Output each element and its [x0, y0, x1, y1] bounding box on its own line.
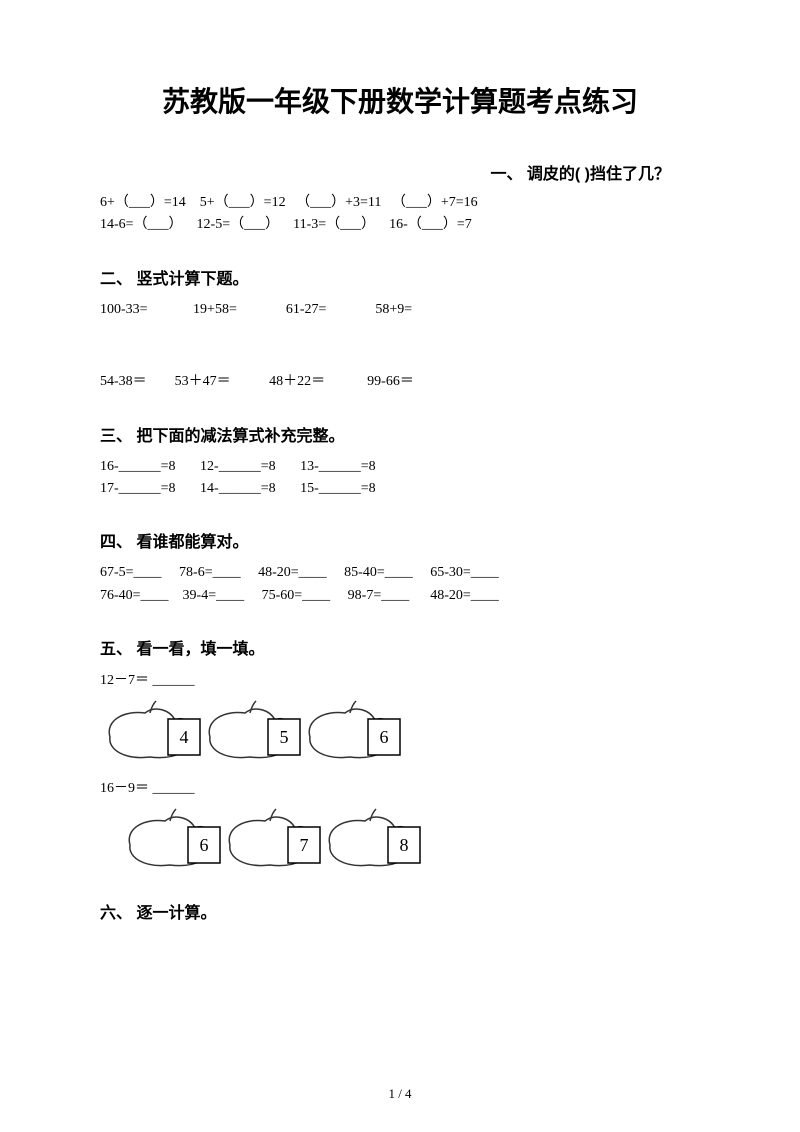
section-5-heading: 五、 看一看，填一填。: [100, 635, 700, 659]
section-4-heading: 四、 看谁都能算对。: [100, 528, 700, 552]
apple-1-val-2: 5: [280, 727, 289, 747]
page-number: 1 / 4: [0, 1086, 800, 1102]
section-5-q1: 12－7＝ ______: [100, 669, 700, 689]
apple-2-val-3: 8: [400, 835, 409, 855]
section-1-heading: 一、 调皮的( )挡住了几？: [100, 160, 700, 184]
apple-row-1: 4 5 6: [100, 695, 700, 763]
section-4-line1: 67-5=____ 78-6=____ 48-20=____ 85-40=___…: [100, 562, 700, 584]
section-1-line1: 6+（___）=14 5+（___）=12 （___）+3=11 （___）+7…: [100, 192, 700, 214]
apple-row-2: 6 7 8: [100, 803, 700, 871]
section-2-heading: 二、 竖式计算下题。: [100, 265, 700, 289]
section-3-line2: 17-______=8 14-______=8 15-______=8: [100, 478, 700, 500]
section-3-line1: 16-______=8 12-______=8 13-______=8: [100, 456, 700, 478]
apple-1-val-1: 4: [180, 727, 189, 747]
section-2-line2: 54-38＝ 53＋47＝ 48＋22＝ 99-66＝: [100, 371, 700, 393]
section-5-q2: 16－9＝ ______: [100, 777, 700, 797]
page-title: 苏教版一年级下册数学计算题考点练习: [100, 80, 700, 120]
apple-1-val-3: 6: [380, 727, 389, 747]
section-6-heading: 六、 逐一计算。: [100, 899, 700, 923]
apple-2-val-1: 6: [200, 835, 209, 855]
section-1-line2: 14-6=（___） 12-5=（___） 11-3=（___） 16-（___…: [100, 214, 700, 236]
section-4-line2: 76-40=____ 39-4=____ 75-60=____ 98-7=___…: [100, 585, 700, 607]
section-3-heading: 三、 把下面的减法算式补充完整。: [100, 422, 700, 446]
section-2-line1: 100-33= 19+58= 61-27= 58+9=: [100, 299, 700, 321]
apple-2-val-2: 7: [300, 835, 309, 855]
